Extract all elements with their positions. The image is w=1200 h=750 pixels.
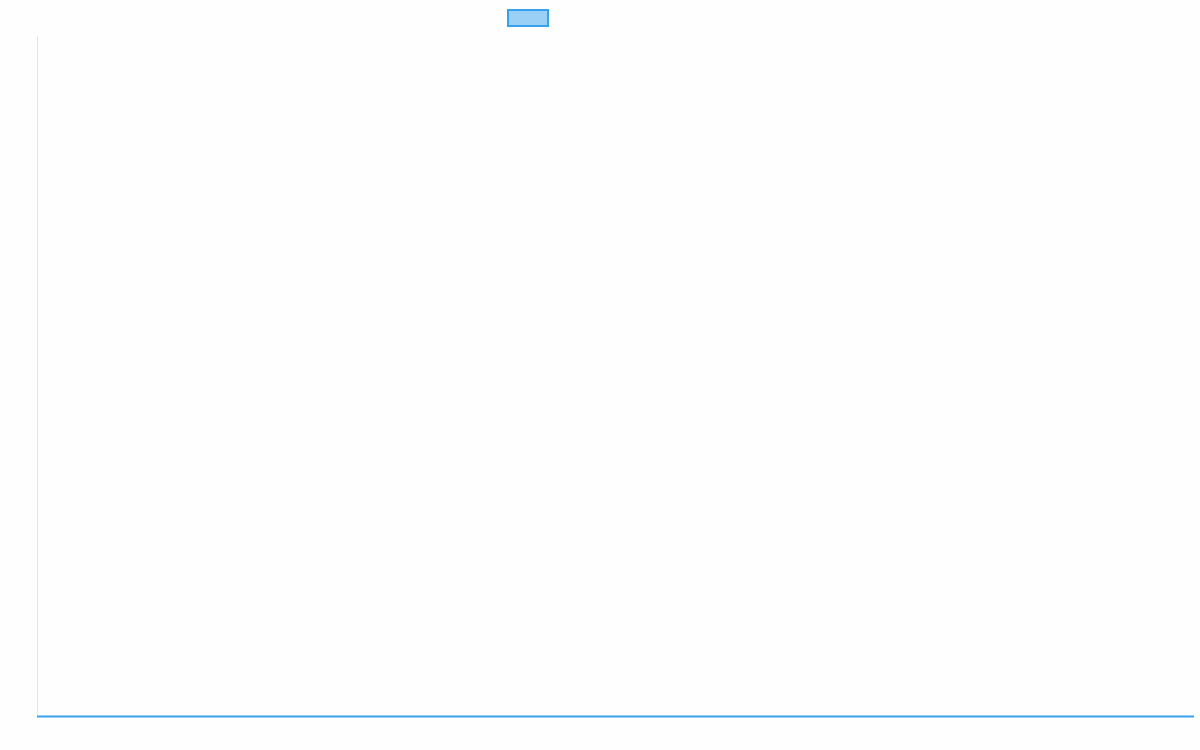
legend-swatch[interactable] bbox=[507, 9, 549, 27]
